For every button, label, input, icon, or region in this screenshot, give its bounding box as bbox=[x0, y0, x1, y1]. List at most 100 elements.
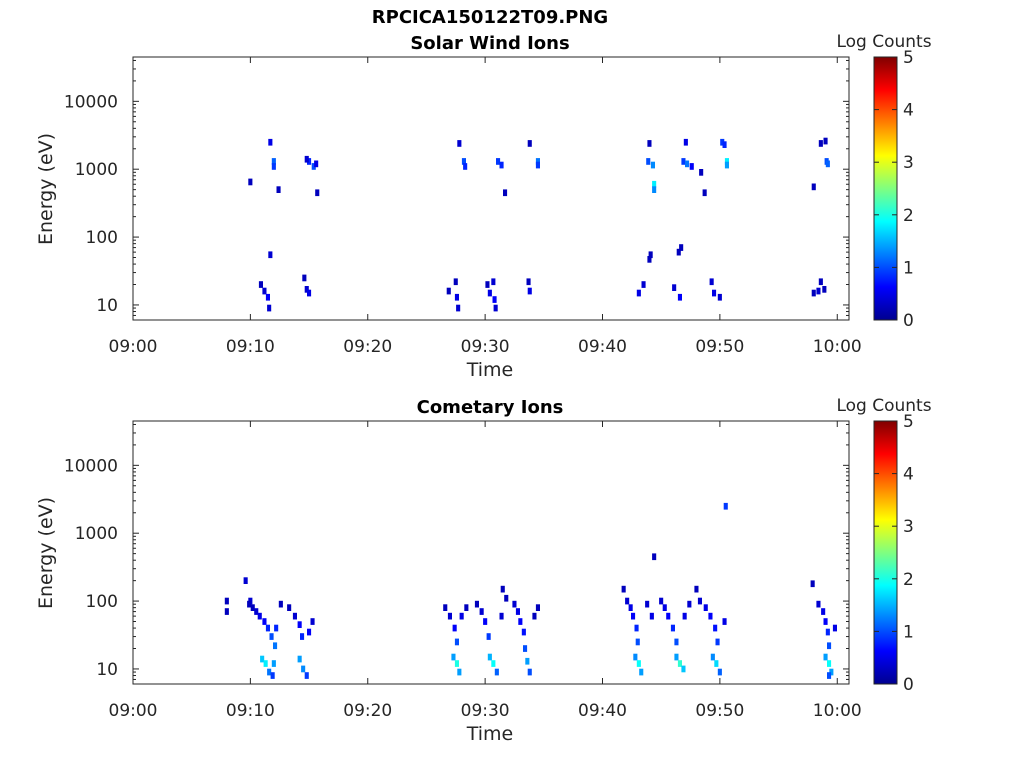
heatmap-cell bbox=[447, 612, 452, 620]
heatmap-cell bbox=[687, 600, 692, 608]
heatmap-cell bbox=[821, 608, 826, 615]
heatmap-cell bbox=[621, 585, 626, 593]
heatmap-cell bbox=[818, 140, 823, 147]
x-tick-label: 10:00 bbox=[813, 701, 862, 721]
y-tick-label: 100 bbox=[86, 228, 118, 248]
heatmap-cell bbox=[724, 158, 729, 165]
colorbar-tick-label: 3 bbox=[903, 153, 914, 173]
heatmap-cell bbox=[496, 158, 501, 165]
heatmap-cell bbox=[710, 653, 715, 661]
heatmap-cell bbox=[521, 628, 526, 636]
heatmap-cell bbox=[648, 251, 653, 259]
heatmap-cell bbox=[486, 633, 491, 640]
heatmap-cell bbox=[685, 160, 690, 168]
heatmap-cell bbox=[823, 137, 828, 145]
colorbar-gradient bbox=[873, 420, 898, 685]
heatmap-cell bbox=[525, 657, 530, 665]
plot-frame bbox=[132, 420, 850, 685]
colorbar-gradient bbox=[873, 56, 898, 321]
heatmap-cell bbox=[224, 597, 229, 605]
heatmap-cell bbox=[454, 638, 459, 646]
heatmap-cell bbox=[816, 287, 821, 295]
heatmap-cells bbox=[224, 502, 837, 679]
heatmap-cell bbox=[825, 628, 830, 636]
heatmap-cell bbox=[474, 600, 479, 608]
heatmap-cell bbox=[269, 633, 274, 640]
heatmap-cell bbox=[652, 553, 657, 561]
heatmap-cell bbox=[645, 600, 650, 608]
colorbar-label: Log Counts bbox=[836, 32, 931, 52]
heatmap-cell bbox=[443, 604, 448, 611]
heatmap-cell bbox=[479, 608, 484, 615]
heatmap-cell bbox=[268, 251, 273, 259]
x-tick-label: 09:30 bbox=[461, 701, 510, 721]
heatmap-cell bbox=[666, 612, 671, 620]
heatmap-cell bbox=[274, 624, 279, 632]
y-tick-label: 1000 bbox=[75, 160, 118, 180]
heatmap-cell bbox=[310, 618, 315, 625]
heatmap-cell bbox=[818, 278, 823, 286]
heatmap-cell bbox=[650, 161, 655, 169]
x-tick-label: 09:00 bbox=[109, 701, 158, 721]
heatmap-cell bbox=[676, 248, 681, 256]
colorbar-tick-label: 2 bbox=[903, 206, 914, 226]
heatmap-cell bbox=[307, 628, 312, 636]
heatmap-cell bbox=[647, 256, 652, 263]
heatmap-cell bbox=[492, 296, 497, 303]
heatmap-cell bbox=[518, 618, 523, 625]
heatmap-cell bbox=[271, 660, 276, 667]
x-tick-label: 09:50 bbox=[695, 337, 744, 357]
heatmap-cell bbox=[720, 138, 725, 146]
heatmap-cell bbox=[491, 660, 496, 667]
y-axis: 10 100 1000 10000 bbox=[64, 59, 849, 321]
x-axis-label: Time bbox=[466, 359, 514, 381]
x-tick-label: 09:40 bbox=[578, 701, 627, 721]
heatmap-cell bbox=[278, 600, 283, 608]
heatmap-cell bbox=[307, 158, 312, 165]
heatmap-cell bbox=[625, 597, 630, 605]
colorbar-tick-label: 5 bbox=[903, 412, 914, 432]
heatmap-cell bbox=[825, 160, 830, 168]
x-tick-label: 09:20 bbox=[343, 337, 392, 357]
figure-title: RPCICA150122T09.PNG bbox=[371, 7, 609, 28]
heatmap-cell bbox=[307, 289, 312, 297]
heatmap-cell bbox=[662, 604, 667, 611]
colorbar: Log Counts 0 1 2 3 4 5 bbox=[836, 396, 931, 695]
heatmap-cell bbox=[446, 287, 451, 295]
heatmap-cell bbox=[811, 183, 816, 191]
colorbar-tick-label: 1 bbox=[903, 622, 914, 642]
heatmap-cell bbox=[523, 645, 528, 652]
heatmap-cell bbox=[461, 158, 466, 165]
heatmap-cell bbox=[822, 286, 827, 293]
y-tick-label: 10000 bbox=[64, 92, 118, 112]
heatmap-cell bbox=[304, 672, 309, 679]
heatmap-cell bbox=[714, 660, 719, 667]
colorbar-ticks: 0 1 2 3 4 5 bbox=[874, 412, 914, 695]
heatmap-cell bbox=[491, 278, 496, 286]
heatmap-cell bbox=[722, 618, 727, 625]
panel-title: Solar Wind Ions bbox=[410, 33, 569, 54]
heatmap-cell bbox=[682, 612, 687, 620]
heatmap-cell bbox=[697, 597, 702, 605]
colorbar-tick-label: 0 bbox=[903, 675, 914, 695]
heatmap-cell bbox=[257, 612, 262, 620]
heatmap-cell bbox=[258, 281, 263, 288]
heatmap-cell bbox=[829, 668, 834, 676]
heatmap-cell bbox=[527, 287, 532, 295]
heatmap-cell bbox=[463, 163, 468, 170]
heatmap-cell bbox=[827, 642, 832, 650]
x-tick-label: 09:20 bbox=[343, 701, 392, 721]
y-tick-label: 10000 bbox=[64, 456, 118, 476]
x-tick-label: 09:10 bbox=[226, 337, 275, 357]
heatmap-cell bbox=[512, 600, 517, 608]
colorbar-tick-label: 0 bbox=[903, 311, 914, 331]
y-axis: 10 100 1000 10000 bbox=[64, 423, 849, 685]
heatmap-cell bbox=[270, 672, 275, 679]
heatmap-cell bbox=[499, 612, 504, 620]
heatmap-cell bbox=[699, 169, 704, 176]
heatmap-cell bbox=[715, 638, 720, 646]
heatmap-cell bbox=[526, 278, 531, 286]
heatmap-cell bbox=[709, 278, 714, 286]
x-tick-label: 09:10 bbox=[226, 701, 275, 721]
